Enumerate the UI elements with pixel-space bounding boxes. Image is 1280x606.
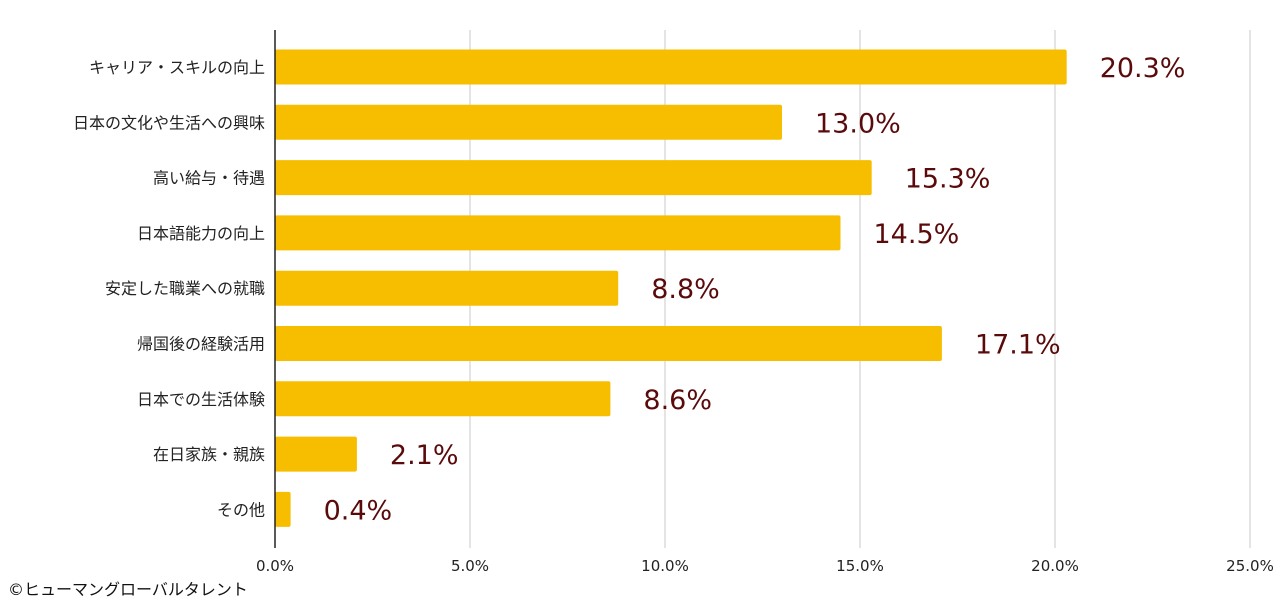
labels: 0.0% 5.0% 10.0% 15.0% 20.0% 25.0% キャリア・スキルの向上 2… xyxy=(73,53,1274,575)
data-label: 8.6% xyxy=(643,385,712,416)
x-tick-label: 0.0% xyxy=(256,557,294,575)
data-label: 15.3% xyxy=(905,164,991,195)
data-label: 13.0% xyxy=(815,108,901,139)
x-tick-label: 20.0% xyxy=(1031,557,1079,575)
bar xyxy=(275,436,357,472)
copyright-credit: ©ヒューマングローバルタレント xyxy=(8,580,248,599)
category-label: 帰国後の経験活用 xyxy=(137,335,265,354)
bars xyxy=(275,49,1067,527)
bar xyxy=(275,215,841,251)
category-label: 安定した職業への就職 xyxy=(105,279,265,298)
bar xyxy=(275,270,619,306)
bar xyxy=(275,104,782,140)
x-tick-label: 25.0% xyxy=(1226,557,1274,575)
data-label: 0.4% xyxy=(324,495,393,526)
bar xyxy=(275,491,291,527)
bar xyxy=(275,326,942,361)
category-label: キャリア・スキルの向上 xyxy=(89,58,265,77)
category-label: 日本語能力の向上 xyxy=(137,224,265,243)
data-label: 8.8% xyxy=(651,274,720,305)
category-label: 日本の文化や生活への興味 xyxy=(73,113,265,132)
data-label: 2.1% xyxy=(390,440,459,471)
category-label: その他 xyxy=(217,500,265,519)
x-tick-label: 10.0% xyxy=(641,557,689,575)
category-label: 在日家族・親族 xyxy=(153,445,265,464)
x-tick-label: 15.0% xyxy=(836,557,884,575)
category-label: 日本での生活体験 xyxy=(137,390,265,409)
bar xyxy=(275,160,872,196)
data-label: 20.3% xyxy=(1100,53,1186,84)
category-label: 高い給与・待遇 xyxy=(153,169,265,188)
data-label: 17.1% xyxy=(975,330,1061,361)
data-label: 14.5% xyxy=(874,219,960,250)
bar xyxy=(275,381,611,417)
bar xyxy=(275,49,1067,85)
x-tick-label: 5.0% xyxy=(451,557,489,575)
